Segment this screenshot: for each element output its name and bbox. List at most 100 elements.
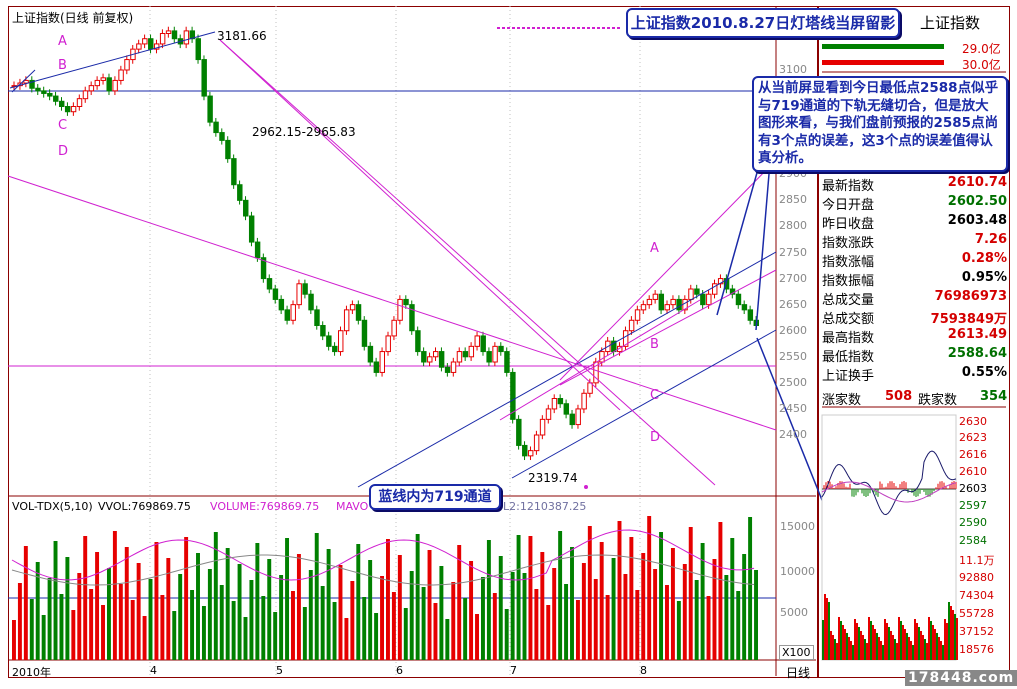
intraday-volume-bar: [872, 625, 874, 660]
stat-label: 上证换手: [822, 369, 875, 384]
intraday-volume-bar: [934, 629, 936, 660]
volume-bar: [457, 545, 462, 660]
volume-bar: [302, 607, 307, 660]
volume-bar: [492, 593, 497, 660]
intraday-volume-label: 18576: [959, 643, 994, 656]
y-axis-label: 2750: [779, 245, 807, 259]
callout-analysis: 从当前屏显看到今日最低点2588点似乎与719通道的下轨无缝切合，但是放大图形来…: [752, 76, 1008, 172]
intraday-volume-bar: [910, 641, 912, 660]
candle-body: [338, 330, 344, 353]
candle-body: [64, 106, 71, 113]
vol-indicator-name[interactable]: VOL-TDX(5,10): [12, 500, 93, 513]
intraday-volume-bar: [952, 610, 954, 660]
intraday-volume-bar: [946, 623, 948, 660]
stat-value: 7.26: [974, 232, 1007, 247]
candle-body: [717, 278, 724, 285]
volume-bar: [742, 554, 747, 660]
intraday-volume-bar: [902, 625, 904, 660]
intraday-volume-bar: [878, 637, 880, 660]
intraday-volume-bar: [956, 618, 958, 660]
candle-body: [432, 351, 439, 358]
y-axis-label: 2700: [779, 271, 807, 285]
volume-bar: [47, 578, 52, 660]
volume-bar: [641, 553, 646, 660]
intraday-volume-bar: [852, 645, 854, 660]
volume-bar: [665, 585, 669, 660]
candle-body: [527, 450, 534, 457]
candle-body: [397, 298, 403, 321]
intraday-price-label: 2590: [959, 516, 987, 529]
callout-title: 上证指数2010.8.27日灯塔线当屏留影: [626, 8, 900, 38]
candle-body: [415, 330, 421, 353]
candle-body: [47, 92, 53, 97]
intraday-volume-bar: [850, 641, 852, 660]
intraday-volume-label: 11.1万: [959, 554, 995, 567]
candle-body: [700, 293, 706, 306]
intraday-panel: [821, 414, 957, 661]
stat-row: 上证换手 0.55%: [822, 365, 1007, 384]
volume-bar: [718, 522, 723, 660]
side-title: 上证指数: [920, 14, 981, 32]
intraday-volume-bar: [836, 643, 838, 660]
candle-body: [76, 98, 83, 108]
pattern-letter-d-left: D: [58, 144, 69, 159]
volume-bar: [659, 532, 664, 660]
volume-bar: [17, 583, 22, 660]
candle-body: [254, 241, 261, 259]
intraday-volume-bar: [832, 635, 834, 660]
candle-body: [706, 293, 712, 306]
low-price-label: 2319.74: [528, 471, 578, 485]
x-axis-label: 4: [150, 664, 157, 677]
y-axis-label: 2650: [779, 297, 807, 311]
candle-body: [100, 77, 106, 81]
volume-bar: [463, 598, 468, 660]
intraday-volume-bar: [848, 637, 850, 660]
vol-mavol2-value: L2:1210387.25: [503, 500, 587, 513]
stat-row: 最低指数 2588.64: [822, 346, 1007, 365]
period-label[interactable]: 日线: [786, 666, 811, 680]
intraday-price-label: 2623: [959, 431, 987, 444]
candle-body: [522, 444, 528, 457]
candle-body: [694, 288, 700, 295]
stat-row: 总成交量 76986973: [822, 289, 1007, 308]
volume-bar: [534, 589, 539, 660]
volume-bar: [736, 591, 741, 660]
candle-body: [58, 100, 65, 107]
intraday-price-line: [821, 450, 957, 516]
intraday-volume-bar: [896, 643, 898, 660]
volume-bar: [504, 609, 509, 660]
intraday-volume-bar: [948, 602, 950, 660]
stat-row: 总成交额 7593849万: [822, 308, 1007, 327]
candle-body: [403, 298, 409, 306]
volume-bar: [338, 565, 343, 660]
breadth-down-value: 354: [980, 389, 1008, 404]
volume-bar: [296, 554, 301, 660]
intraday-volume-bar: [932, 625, 934, 660]
volume-bar: [605, 595, 610, 660]
candle-body: [29, 79, 35, 89]
volume-bar: [427, 550, 432, 660]
x-axis-label: 2010年: [12, 666, 51, 679]
volume-bar: [178, 574, 183, 660]
volume-bar: [748, 517, 753, 660]
candle-body: [148, 38, 154, 50]
intraday-volume-bar: [858, 627, 860, 660]
intraday-volume-bar: [936, 633, 938, 660]
volume-bar: [207, 569, 212, 660]
candle-body: [326, 335, 332, 347]
volume-bar: [154, 542, 159, 660]
volume-bar: [267, 559, 272, 660]
candle-body: [153, 43, 160, 50]
stat-value: 2588.64: [947, 346, 1007, 361]
volume-bar: [136, 563, 141, 660]
volume-bar: [148, 579, 153, 660]
candle-body: [658, 293, 665, 311]
intraday-volume-bar: [870, 621, 872, 660]
intraday-volume-label: 92880: [959, 571, 994, 584]
temp-bar-red: [822, 60, 944, 65]
candle-body: [480, 335, 486, 353]
candle-body: [320, 325, 326, 337]
intraday-volume-bar: [920, 631, 922, 660]
